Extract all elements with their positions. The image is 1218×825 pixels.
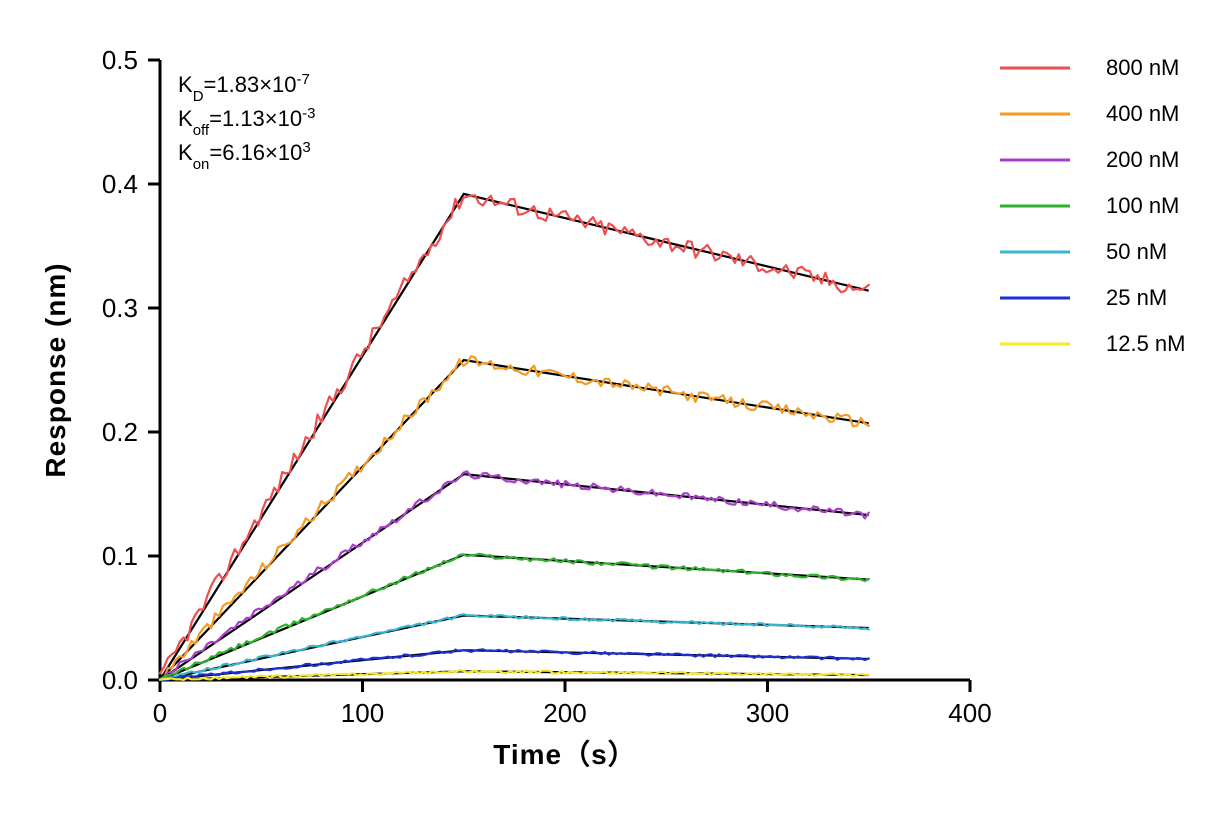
x-tick-label: 200 bbox=[543, 698, 586, 728]
legend-label: 12.5 nM bbox=[1106, 331, 1186, 356]
x-tick-label: 400 bbox=[948, 698, 991, 728]
y-tick-label: 0.5 bbox=[102, 45, 138, 75]
y-tick-label: 0.2 bbox=[102, 417, 138, 447]
legend-label: 800 nM bbox=[1106, 55, 1179, 80]
legend-label: 25 nM bbox=[1106, 285, 1167, 310]
legend-label: 400 nM bbox=[1106, 101, 1179, 126]
y-tick-label: 0.3 bbox=[102, 293, 138, 323]
legend-label: 100 nM bbox=[1106, 193, 1179, 218]
x-tick-label: 0 bbox=[153, 698, 167, 728]
legend-label: 50 nM bbox=[1106, 239, 1167, 264]
x-tick-label: 100 bbox=[341, 698, 384, 728]
y-tick-label: 0.1 bbox=[102, 541, 138, 571]
x-tick-label: 300 bbox=[746, 698, 789, 728]
y-tick-label: 0.0 bbox=[102, 665, 138, 695]
legend-label: 200 nM bbox=[1106, 147, 1179, 172]
y-axis-title: Response (nm) bbox=[40, 262, 71, 477]
sensorgram-chart: 0 100 200 300 400 0.0 0.1 0.2 0.3 0.4 0.5 Time（s） Re… bbox=[0, 0, 1218, 825]
y-tick-label: 0.4 bbox=[102, 169, 138, 199]
x-axis-title: Time（s） bbox=[493, 738, 636, 770]
